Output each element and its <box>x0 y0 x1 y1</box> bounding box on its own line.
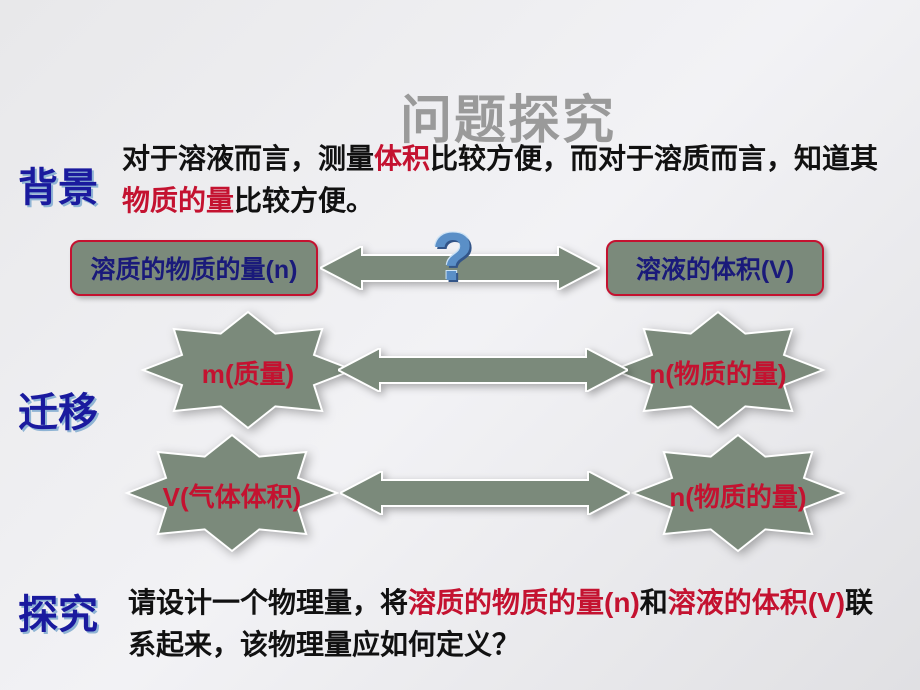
star-mass <box>138 307 358 433</box>
double-arrow-2 <box>340 471 630 515</box>
box-solute-amount: 溶质的物质的量(n) <box>70 240 318 296</box>
inquiry-text: 请设计一个物理量，将溶质的物质的量(n)和溶液的体积(V)联系起来，该物理量应如… <box>128 582 898 666</box>
double-arrow-1 <box>338 348 628 392</box>
star-amount-1 <box>608 307 828 433</box>
section-background-label: 背景 <box>18 155 98 213</box>
question-mark-icon: ? <box>432 218 474 296</box>
star-gas-volume <box>122 430 342 556</box>
star-amount-2 <box>628 430 848 556</box>
section-transfer-label: 迁移 <box>18 380 98 438</box>
section-inquiry-label: 探究 <box>18 582 98 640</box>
box-solution-volume: 溶液的体积(V) <box>606 240 824 296</box>
background-text: 对于溶液而言，测量体积比较方便，而对于溶质而言，知道其物质的量比较方便。 <box>122 138 882 222</box>
